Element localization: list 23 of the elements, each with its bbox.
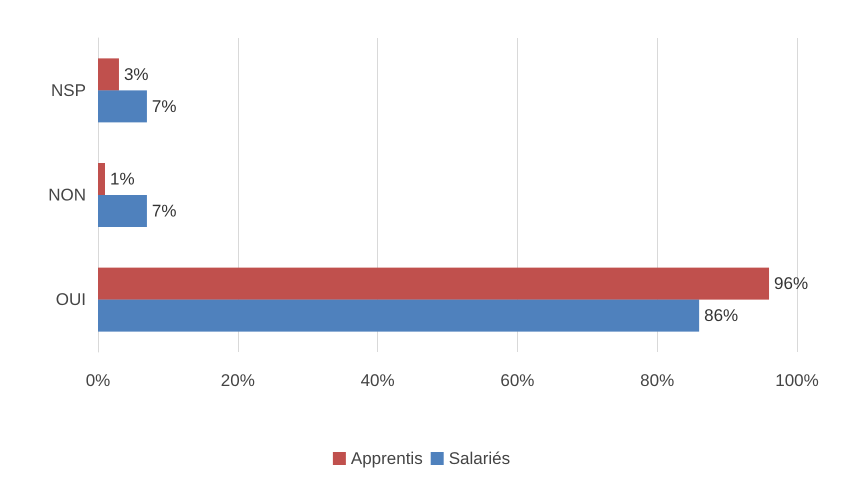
y-tick-label: OUI <box>56 290 86 310</box>
legend-label: Salariés <box>448 449 510 468</box>
data-label: 86% <box>704 306 738 326</box>
y-tick-label: NON <box>48 186 86 204</box>
data-label: 7% <box>152 96 177 116</box>
bar <box>98 268 770 300</box>
y-tick-label: NSP <box>51 80 86 100</box>
bar <box>98 300 700 332</box>
bar <box>98 163 105 195</box>
x-tick-label: 40% <box>360 371 395 390</box>
x-tick-label: 80% <box>640 371 674 390</box>
data-label: 3% <box>124 64 149 84</box>
bar <box>98 58 119 90</box>
data-label: 96% <box>774 274 808 294</box>
legend-label: Apprentis <box>350 449 423 468</box>
x-tick-label: 60% <box>500 371 534 390</box>
x-tick-label: 0% <box>86 371 110 390</box>
bar <box>98 195 147 227</box>
data-label: 1% <box>110 170 135 188</box>
x-tick-label: 20% <box>220 371 255 390</box>
data-label: 7% <box>152 202 177 220</box>
x-tick-label: 100% <box>775 371 819 390</box>
bar <box>98 90 147 122</box>
